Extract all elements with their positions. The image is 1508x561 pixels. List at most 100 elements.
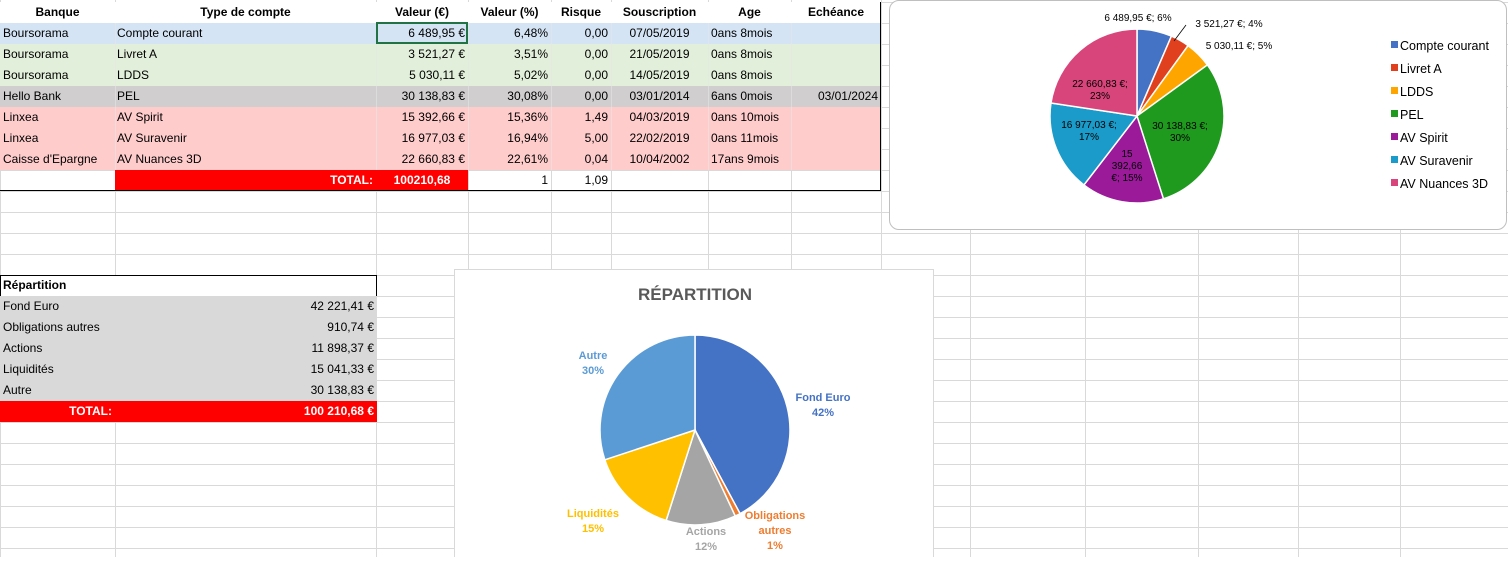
table-row — [0, 65, 881, 86]
repartition-total-label[interactable]: TOTAL: — [0, 401, 115, 422]
cell-risk[interactable]: 0,00 — [584, 47, 608, 61]
cell-value[interactable]: 22 660,83 € — [401, 152, 465, 166]
legend-label[interactable]: Compte courant — [1400, 39, 1489, 53]
cell-type[interactable]: AV Nuances 3D — [117, 152, 202, 166]
repartition-value[interactable]: 910,74 € — [327, 320, 374, 334]
cell-value[interactable]: 16 977,03 € — [401, 131, 465, 145]
pie-slice-5[interactable] — [1049, 102, 1139, 186]
accounts-pie-svg: 6 489,95 €; 6% 3 521,27 €; 4% 5 030,11 €; … — [1049, 13, 1489, 204]
cell-pct[interactable]: 3,51% — [513, 47, 548, 61]
legend-label[interactable]: LDDS — [1400, 85, 1433, 99]
header-value[interactable]: Valeur (€) — [376, 2, 468, 23]
pie-slice-0[interactable] — [694, 334, 791, 515]
total-risk[interactable]: 1,09 — [584, 173, 608, 187]
repartition-value[interactable]: 30 138,83 € — [310, 383, 374, 397]
cell-due[interactable]: 03/01/2024 — [817, 89, 878, 103]
cell-value[interactable]: 15 392,66 € — [401, 110, 465, 124]
header-bank[interactable]: Banque — [0, 2, 115, 23]
repartition-total-value[interactable]: 100 210,68 € — [115, 401, 377, 422]
cell-date[interactable]: 14/05/2019 — [629, 68, 690, 82]
legend-label[interactable]: AV Suravenir — [1400, 154, 1473, 168]
cell-bank[interactable]: Boursorama — [3, 47, 69, 61]
cell-age[interactable]: 0ans 11mois — [711, 131, 779, 145]
cell-pct[interactable]: 6,48% — [513, 26, 548, 40]
cell-age[interactable]: 0ans 10mois — [711, 110, 780, 124]
cell-risk[interactable]: 0,00 — [584, 89, 608, 103]
cell-bank[interactable]: Boursorama — [3, 26, 69, 40]
cell-pct[interactable]: 15,36% — [507, 110, 548, 124]
cell-date[interactable]: 03/01/2014 — [629, 89, 690, 103]
cell-type[interactable]: LDDS — [117, 68, 150, 82]
cell-risk[interactable]: 5,00 — [584, 131, 608, 145]
cell-date[interactable]: 10/04/2002 — [629, 152, 690, 166]
header-date[interactable]: Souscription — [611, 2, 708, 23]
pie-slice-4[interactable] — [1082, 114, 1165, 204]
repartition-label[interactable]: Fond Euro — [3, 299, 60, 313]
cell-risk[interactable]: 0,04 — [584, 152, 608, 166]
cell-type[interactable]: Compte courant — [117, 26, 203, 40]
divider — [791, 23, 792, 44]
cell-bank[interactable]: Linxea — [3, 110, 39, 124]
cell-bank[interactable]: Caisse d'Epargne — [3, 152, 98, 166]
cell-risk[interactable]: 0,00 — [584, 26, 608, 40]
cell-bank[interactable]: Hello Bank — [3, 89, 62, 103]
pie-slice-3[interactable] — [1136, 63, 1225, 200]
accounts-pie-chart[interactable]: 6 489,95 €; 6% 3 521,27 €; 4% 5 030,11 €; … — [889, 0, 1507, 230]
total-value[interactable]: 100210,68 — [376, 170, 468, 191]
header-pct[interactable]: Valeur (%) — [468, 2, 551, 23]
cell-pct[interactable]: 22,61% — [507, 152, 548, 166]
cell-pct[interactable]: 16,94% — [507, 131, 548, 145]
repartition-label[interactable]: Obligations autres — [3, 320, 100, 334]
header-risk[interactable]: Risque — [551, 2, 611, 23]
cell-type[interactable]: AV Suravenir — [117, 131, 187, 145]
header-age[interactable]: Age — [708, 2, 791, 23]
cell-age[interactable]: 0ans 8mois — [711, 47, 773, 61]
cell-value[interactable]: 30 138,83 € — [401, 89, 465, 103]
total-pct[interactable]: 1 — [541, 173, 548, 187]
repartition-value[interactable]: 11 898,37 € — [311, 341, 374, 355]
pie-slice-6[interactable] — [1050, 28, 1138, 117]
repartition-value[interactable]: 42 221,41 € — [310, 299, 374, 313]
table-row — [0, 359, 377, 380]
cell-value[interactable]: 5 030,11 € — [409, 68, 465, 82]
repartition-title[interactable]: Répartition — [3, 278, 67, 292]
repartition-value[interactable]: 15 041,33 € — [310, 362, 374, 376]
divider — [376, 107, 377, 128]
cell-age[interactable]: 6ans 0mois — [711, 89, 773, 103]
cell-age[interactable]: 0ans 8mois — [711, 68, 773, 82]
legend-label[interactable]: AV Spirit — [1400, 131, 1448, 145]
legend-label[interactable]: AV Nuances 3D — [1400, 177, 1488, 191]
cell-pct[interactable]: 30,08% — [507, 89, 548, 103]
pie-slice-4[interactable] — [599, 334, 696, 461]
cell-date[interactable]: 07/05/2019 — [629, 26, 690, 40]
header-due[interactable]: Echéance — [791, 2, 881, 23]
cell-bank[interactable]: Linxea — [3, 131, 39, 145]
cell-risk[interactable]: 1,49 — [584, 110, 608, 124]
cell-type[interactable]: PEL — [117, 89, 140, 103]
repartition-pie-chart[interactable]: RÉPARTITION Fond Euro 42% Obligations autres… — [454, 269, 934, 557]
header-type[interactable]: Type de compte — [115, 2, 376, 23]
repartition-label[interactable]: Liquidités — [3, 362, 54, 376]
table-border — [0, 2, 881, 191]
cell-date[interactable]: 21/05/2019 — [629, 47, 690, 61]
legend-label[interactable]: Livret A — [1400, 62, 1442, 76]
pie-slice-2[interactable] — [665, 427, 737, 526]
cell-pct[interactable]: 5,02% — [513, 68, 548, 82]
divider — [708, 86, 709, 107]
repartition-label[interactable]: Actions — [3, 341, 43, 355]
cell-value[interactable]: 3 521,27 € — [408, 47, 465, 61]
legend-label[interactable]: PEL — [1400, 108, 1424, 122]
total-label[interactable]: TOTAL: — [115, 170, 376, 191]
cell-risk[interactable]: 0,00 — [584, 68, 608, 82]
cell-type[interactable]: Livret A — [117, 47, 158, 61]
divider — [708, 107, 709, 128]
cell-value[interactable]: 6 489,95 € — [408, 26, 465, 40]
cell-date[interactable]: 04/03/2019 — [629, 110, 690, 124]
cell-type[interactable]: AV Spirit — [117, 110, 163, 124]
cell-date[interactable]: 22/02/2019 — [629, 131, 690, 145]
cell-age[interactable]: 0ans 8mois — [711, 26, 773, 40]
selected-cell-outline — [376, 22, 468, 44]
cell-age[interactable]: 17ans 9mois — [711, 152, 780, 166]
cell-bank[interactable]: Boursorama — [3, 68, 69, 82]
repartition-label[interactable]: Autre — [3, 383, 32, 397]
